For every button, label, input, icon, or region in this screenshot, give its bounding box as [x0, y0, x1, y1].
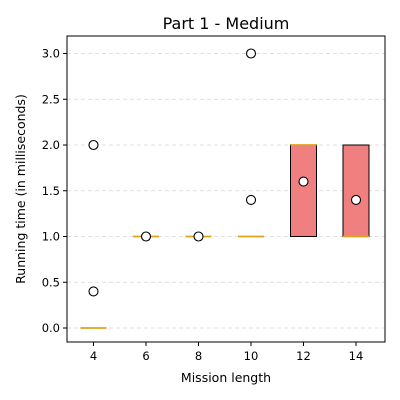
x-tick-label: 14 [349, 349, 364, 363]
y-tick-label: 2.5 [42, 92, 60, 106]
flier-point [142, 232, 151, 241]
flier-point [247, 195, 256, 204]
flier-point [247, 49, 256, 58]
y-tick-label: 3.0 [42, 47, 60, 61]
box-rect [343, 145, 369, 237]
flier-point [194, 232, 203, 241]
y-tick-label: 0.0 [42, 321, 60, 335]
flier-point [299, 177, 308, 186]
flier-point [352, 195, 361, 204]
chart-title: Part 1 - Medium [163, 14, 290, 33]
y-axis-label: Running time (in milliseconds) [13, 94, 28, 284]
plot-frame [67, 36, 385, 342]
y-tick-label: 2.0 [42, 138, 60, 152]
y-tick-label: 1.5 [42, 184, 60, 198]
grid-layer [67, 54, 385, 329]
x-axis-label: Mission length [181, 370, 271, 385]
x-tick-label: 6 [142, 349, 149, 363]
flier-point [89, 287, 98, 296]
x-tick-label: 10 [244, 349, 259, 363]
x-tick-label: 4 [90, 349, 97, 363]
box-layer [81, 49, 370, 328]
y-tick-label: 0.5 [42, 275, 60, 289]
y-tick-label: 1.0 [42, 230, 60, 244]
box-rect [291, 145, 317, 237]
x-tick-label: 12 [296, 349, 311, 363]
flier-point [89, 141, 98, 150]
x-tick-label: 8 [195, 349, 202, 363]
